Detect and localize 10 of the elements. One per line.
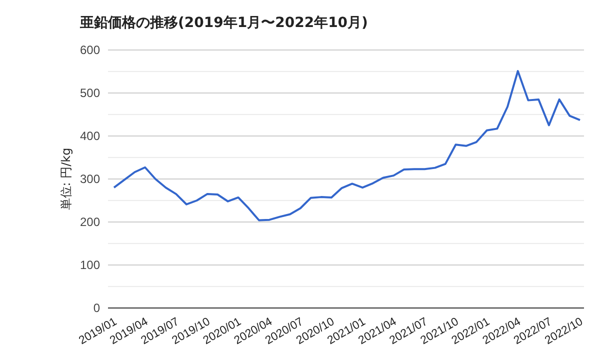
line-series	[113, 70, 581, 222]
y-tick-label: 100	[80, 258, 100, 272]
y-axis-title: 単位: 円/kg	[59, 148, 73, 210]
y-tick-label: 400	[80, 128, 100, 143]
y-tick-label: 0	[93, 300, 100, 315]
y-tick-label: 500	[80, 86, 100, 100]
y-tick-label: 300	[80, 172, 100, 186]
y-tick-label: 200	[80, 214, 100, 229]
chart-title: 亜鉛価格の推移(2019年1月〜2022年10月)	[79, 15, 368, 31]
y-tick-label: 600	[80, 42, 100, 57]
